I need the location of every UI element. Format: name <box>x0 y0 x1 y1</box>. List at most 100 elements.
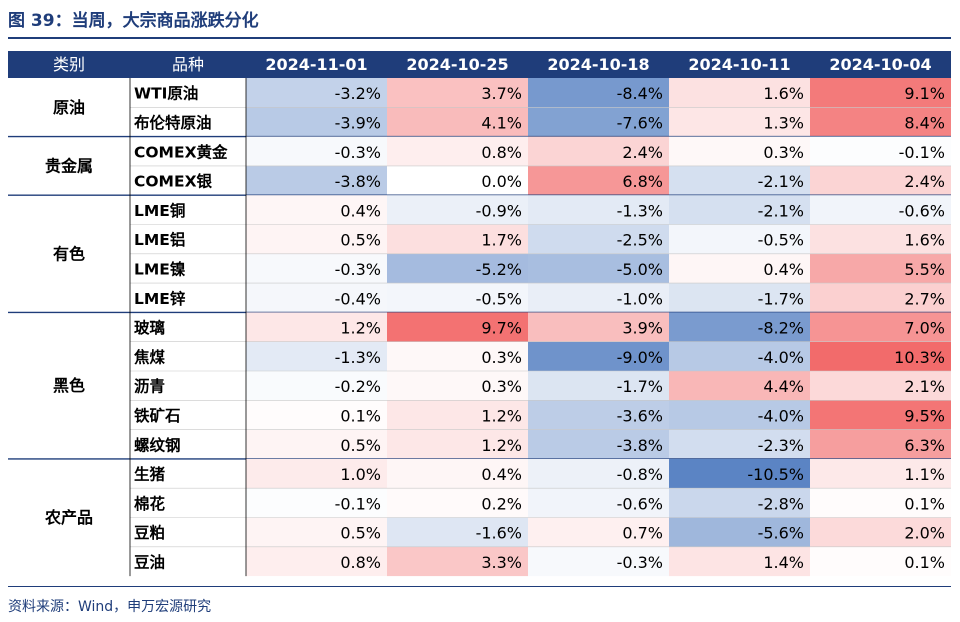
cell-value: 8.4% <box>904 113 945 132</box>
heat-cell <box>669 341 810 371</box>
cell-value: -0.6% <box>899 201 945 220</box>
heat-cell <box>669 195 810 225</box>
heat-cell <box>387 517 528 547</box>
cell-value: -2.5% <box>617 231 663 250</box>
cell-value: -2.1% <box>758 172 804 191</box>
cell-value: 2.4% <box>904 172 945 191</box>
heat-cell <box>246 283 387 313</box>
heat-cell <box>810 546 951 577</box>
heat-cell <box>246 253 387 284</box>
cell-value: 0.8% <box>340 553 381 572</box>
cell-value: -1.6% <box>476 524 522 543</box>
heat-cell <box>528 78 669 108</box>
bottom-rule <box>8 586 951 587</box>
cell-value: 1.6% <box>763 84 804 103</box>
cell-value: -0.5% <box>476 289 522 308</box>
cell-value: -3.8% <box>335 172 381 191</box>
heat-cell <box>387 341 528 371</box>
cell-value: -1.3% <box>335 348 381 367</box>
heat-cell <box>387 107 528 137</box>
heat-cell <box>669 429 810 459</box>
cell-value: -3.2% <box>335 84 381 103</box>
cell-value: 6.8% <box>622 172 663 191</box>
heat-cell <box>528 488 669 518</box>
cell-value: -5.0% <box>617 260 663 279</box>
cell-value: 2.7% <box>904 289 945 308</box>
cell-value: 9.5% <box>904 406 945 425</box>
cell-value: 3.9% <box>622 319 663 338</box>
cell-value: -5.6% <box>758 524 804 543</box>
heat-cell <box>810 341 951 371</box>
cell-value: 0.7% <box>622 524 663 543</box>
heat-cell <box>246 107 387 137</box>
source-note: 资料来源：Wind，申万宏源研究 <box>8 599 212 615</box>
variety-label: 铁矿石 <box>134 406 181 425</box>
heat-cell <box>246 341 387 371</box>
heat-cell <box>528 136 669 166</box>
heat-cell <box>810 400 951 430</box>
heat-cell <box>669 400 810 430</box>
cell-value: 0.5% <box>340 231 381 250</box>
cell-value: 2.1% <box>904 377 945 396</box>
heat-cell <box>528 224 669 254</box>
cell-value: 0.1% <box>904 494 945 513</box>
heat-cell <box>387 458 528 489</box>
heat-cell <box>387 136 528 166</box>
cell-value: -0.8% <box>617 465 663 484</box>
heat-cell <box>246 488 387 518</box>
heat-cell <box>528 195 669 225</box>
variety-label: 棉花 <box>134 494 166 513</box>
category-label: 农产品 <box>44 508 93 527</box>
cell-value: -9.0% <box>617 348 663 367</box>
heat-cell <box>669 488 810 518</box>
heat-cell <box>246 312 387 342</box>
cell-value: 0.5% <box>340 436 381 455</box>
cell-value: -4.0% <box>758 348 804 367</box>
cell-value: 3.7% <box>481 84 522 103</box>
heat-cell <box>528 283 669 313</box>
cell-value: -8.4% <box>617 84 663 103</box>
cell-value: 6.3% <box>904 436 945 455</box>
cell-value: 0.8% <box>481 143 522 162</box>
header-date: 2024-10-25 <box>406 55 508 74</box>
heat-cell <box>810 195 951 225</box>
cell-value: 0.4% <box>763 260 804 279</box>
cell-value: -0.3% <box>335 143 381 162</box>
cell-value: -0.2% <box>335 377 381 396</box>
heat-cell <box>246 517 387 547</box>
header-date: 2024-11-01 <box>265 55 367 74</box>
cell-value: -0.9% <box>476 201 522 220</box>
heat-cell <box>387 312 528 342</box>
title-rule <box>8 37 951 39</box>
heat-cell <box>810 458 951 489</box>
cell-value: -10.5% <box>747 465 804 484</box>
heat-cell <box>246 371 387 401</box>
variety-label: 布伦特原油 <box>134 113 212 132</box>
heat-cell <box>669 165 810 196</box>
cell-value: -8.2% <box>758 319 804 338</box>
cell-value: 10.3% <box>894 348 945 367</box>
heat-cell <box>810 253 951 284</box>
heat-cell <box>387 195 528 225</box>
heat-cell <box>810 488 951 518</box>
heat-cell <box>669 371 810 401</box>
heat-cell <box>669 136 810 166</box>
cell-value: 9.7% <box>481 319 522 338</box>
heat-cell <box>387 224 528 254</box>
cell-value: 0.3% <box>481 377 522 396</box>
heat-cell <box>246 78 387 108</box>
heat-cell <box>387 283 528 313</box>
category-label: 黑色 <box>53 376 85 395</box>
variety-label: 焦煤 <box>133 347 166 366</box>
cell-value: 1.0% <box>340 465 381 484</box>
cell-value: 5.5% <box>904 260 945 279</box>
cell-value: 0.0% <box>481 172 522 191</box>
chart-title: 图 39：当周，大宗商品涨跌分化 <box>8 11 259 31</box>
cell-value: 1.1% <box>904 465 945 484</box>
heatmap-table: 类别 品种 2024-11-01 2024-10-25 2024-10-18 2024-1… <box>8 51 951 577</box>
heat-cell <box>246 136 387 166</box>
variety-label: 豆油 <box>134 552 165 571</box>
cell-value: 0.2% <box>481 494 522 513</box>
cell-value: 0.1% <box>340 406 381 425</box>
cell-value: -5.2% <box>476 260 522 279</box>
